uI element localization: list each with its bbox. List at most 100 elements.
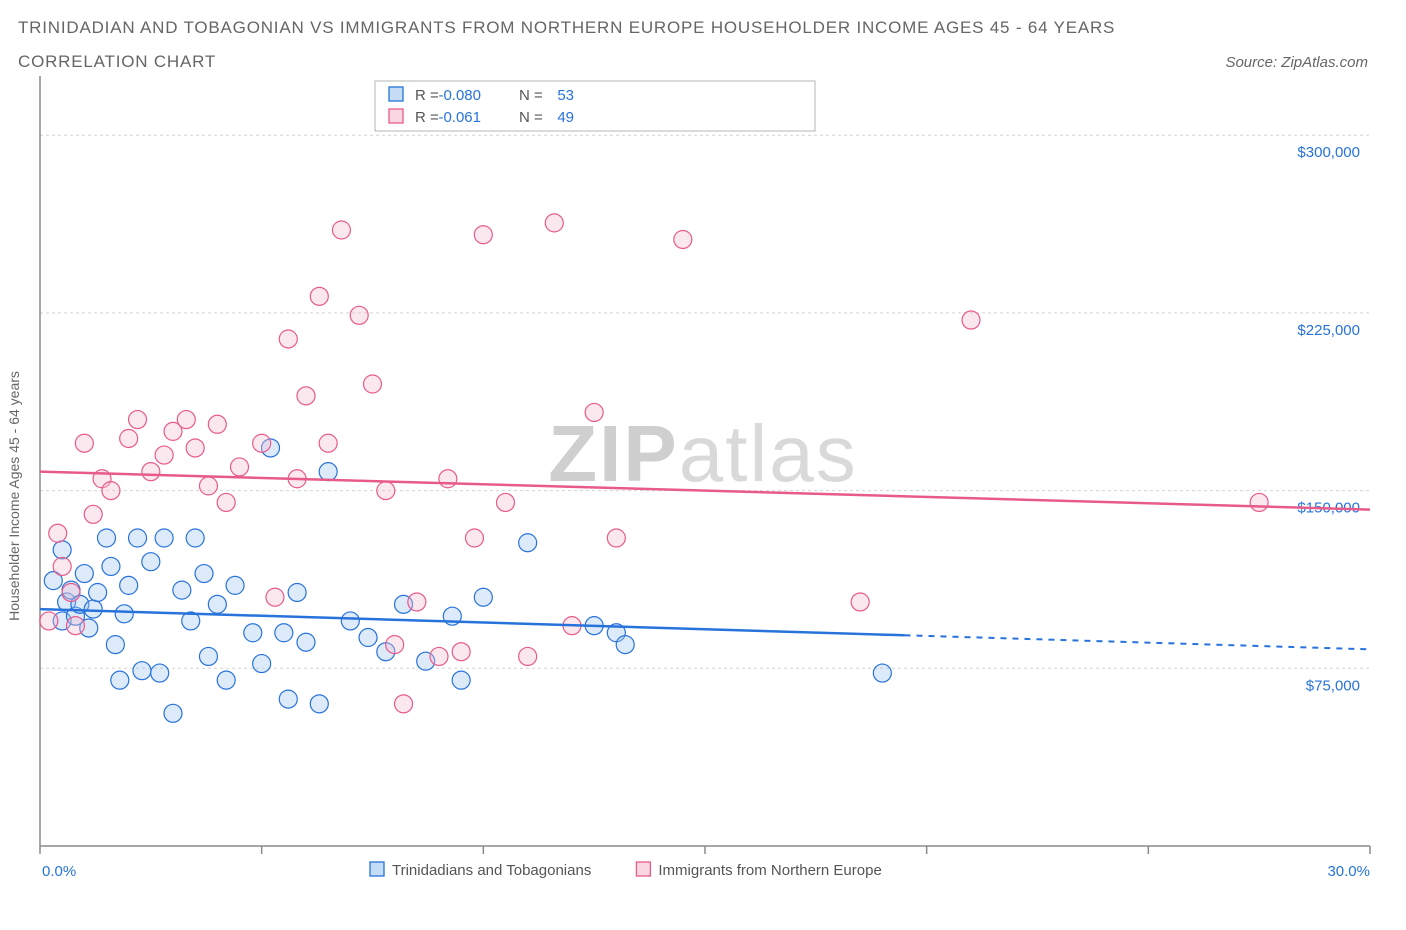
- svg-text:0.0%: 0.0%: [42, 863, 76, 880]
- scatter-point-ne: [408, 593, 426, 611]
- scatter-point-ne: [377, 482, 395, 500]
- scatter-point-ne: [75, 434, 93, 452]
- scatter-point-ne: [297, 387, 315, 405]
- scatter-point-tt: [173, 581, 191, 599]
- scatter-point-ne: [84, 505, 102, 523]
- chart-title-line1: TRINIDADIAN AND TOBAGONIAN VS IMMIGRANTS…: [18, 18, 1388, 38]
- scatter-point-tt: [253, 655, 271, 673]
- scatter-point-tt: [111, 671, 129, 689]
- scatter-point-ne: [208, 415, 226, 433]
- scatter-point-ne: [497, 493, 515, 511]
- scatter-point-tt: [275, 624, 293, 642]
- scatter-point-ne: [519, 647, 537, 665]
- scatter-point-ne: [155, 446, 173, 464]
- scatter-point-tt: [519, 534, 537, 552]
- scatter-point-tt: [120, 576, 138, 594]
- legend-swatch-ne: [636, 862, 650, 876]
- scatter-point-ne: [319, 434, 337, 452]
- scatter-point-tt: [151, 664, 169, 682]
- scatter-point-tt: [133, 662, 151, 680]
- regression-line-tt: [40, 609, 905, 635]
- legend-label-ne: Immigrants from Northern Europe: [658, 862, 881, 879]
- scatter-point-tt: [98, 529, 116, 547]
- scatter-point-ne: [62, 583, 80, 601]
- svg-text:49: 49: [557, 109, 574, 126]
- scatter-point-tt: [244, 624, 262, 642]
- scatter-point-ne: [279, 330, 297, 348]
- scatter-point-tt: [164, 704, 182, 722]
- scatter-chart: $75,000$150,000$225,000$300,0000.0%30.0%…: [0, 76, 1406, 916]
- scatter-point-ne: [430, 647, 448, 665]
- chart-container: Householder Income Ages 45 - 64 years ZI…: [0, 76, 1406, 916]
- scatter-point-ne: [465, 529, 483, 547]
- scatter-point-tt: [102, 557, 120, 575]
- regression-line-tt-dashed: [905, 635, 1371, 649]
- scatter-point-tt: [474, 588, 492, 606]
- scatter-point-tt: [359, 629, 377, 647]
- svg-text:30.0%: 30.0%: [1327, 863, 1370, 880]
- scatter-point-ne: [177, 411, 195, 429]
- scatter-point-tt: [452, 671, 470, 689]
- scatter-point-ne: [186, 439, 204, 457]
- svg-text:R =: R =: [415, 109, 439, 126]
- svg-text:-0.061: -0.061: [438, 109, 481, 126]
- svg-text:-0.080: -0.080: [438, 87, 481, 104]
- scatter-point-ne: [40, 612, 58, 630]
- scatter-point-ne: [129, 411, 147, 429]
- scatter-point-tt: [310, 695, 328, 713]
- y-axis-label: Householder Income Ages 45 - 64 years: [6, 371, 22, 621]
- scatter-point-ne: [199, 477, 217, 495]
- legend-swatch-tt: [370, 862, 384, 876]
- scatter-point-tt: [873, 664, 891, 682]
- scatter-point-ne: [332, 221, 350, 239]
- scatter-point-tt: [288, 583, 306, 601]
- scatter-point-tt: [115, 605, 133, 623]
- scatter-point-tt: [142, 553, 160, 571]
- chart-title-line2: CORRELATION CHART: [18, 52, 216, 72]
- scatter-point-tt: [217, 671, 235, 689]
- scatter-point-tt: [341, 612, 359, 630]
- scatter-point-tt: [106, 636, 124, 654]
- source-label: Source: ZipAtlas.com: [1225, 54, 1368, 71]
- legend-label-tt: Trinidadians and Tobagonians: [392, 862, 591, 879]
- scatter-point-ne: [102, 482, 120, 500]
- scatter-point-ne: [1250, 493, 1268, 511]
- scatter-point-ne: [452, 643, 470, 661]
- scatter-point-ne: [49, 524, 67, 542]
- svg-text:N =: N =: [519, 109, 543, 126]
- scatter-point-tt: [75, 565, 93, 583]
- scatter-point-ne: [350, 306, 368, 324]
- scatter-point-tt: [129, 529, 147, 547]
- scatter-point-ne: [53, 557, 71, 575]
- scatter-point-ne: [231, 458, 249, 476]
- scatter-point-tt: [199, 647, 217, 665]
- scatter-point-tt: [89, 583, 107, 601]
- scatter-point-ne: [674, 230, 692, 248]
- scatter-point-tt: [186, 529, 204, 547]
- scatter-point-ne: [253, 434, 271, 452]
- scatter-point-ne: [439, 470, 457, 488]
- scatter-point-tt: [84, 600, 102, 618]
- scatter-point-tt: [195, 565, 213, 583]
- svg-text:$75,000: $75,000: [1306, 677, 1360, 694]
- scatter-point-ne: [545, 214, 563, 232]
- scatter-point-ne: [310, 287, 328, 305]
- svg-text:53: 53: [557, 87, 574, 104]
- scatter-point-tt: [155, 529, 173, 547]
- scatter-point-ne: [266, 588, 284, 606]
- scatter-point-ne: [962, 311, 980, 329]
- svg-text:R =: R =: [415, 87, 439, 104]
- scatter-point-ne: [585, 403, 603, 421]
- scatter-point-ne: [142, 463, 160, 481]
- scatter-point-ne: [66, 617, 84, 635]
- svg-text:$225,000: $225,000: [1297, 322, 1360, 339]
- svg-text:$300,000: $300,000: [1297, 144, 1360, 161]
- scatter-point-ne: [364, 375, 382, 393]
- scatter-point-tt: [53, 541, 71, 559]
- scatter-point-ne: [474, 226, 492, 244]
- scatter-point-ne: [395, 695, 413, 713]
- scatter-point-tt: [616, 636, 634, 654]
- svg-text:N =: N =: [519, 87, 543, 104]
- scatter-point-tt: [279, 690, 297, 708]
- scatter-point-tt: [226, 576, 244, 594]
